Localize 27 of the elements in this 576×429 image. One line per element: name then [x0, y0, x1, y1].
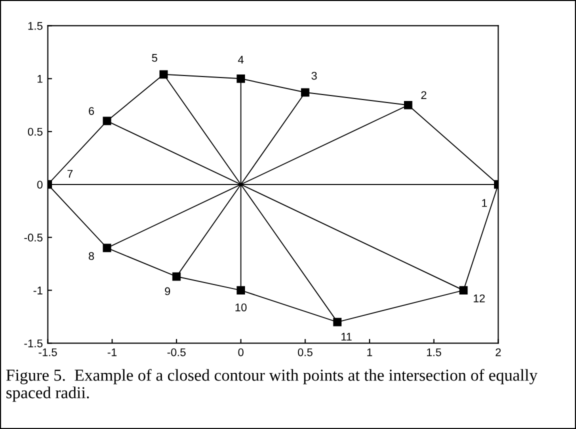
y-tick-label: -1 [34, 286, 42, 294]
caption: Figure 5. Example of a closed contour with points at the intersection of equally spaced radii. [6, 368, 538, 402]
annotation: 8 [88, 252, 94, 260]
x-tick-label: 2 [496, 348, 501, 356]
annotation: 2 [421, 91, 426, 99]
annotation: 1 [482, 199, 487, 207]
y-tick-label: 0.5 [28, 128, 42, 136]
x-tick-label: 0 [238, 348, 244, 356]
x-tick-label: -0.5 [167, 348, 186, 356]
annotation: 7 [68, 170, 73, 178]
y-tick-label: 1 [38, 75, 42, 83]
y-tick-label: -0.5 [24, 234, 42, 242]
x-tick-label: 1.5 [427, 348, 442, 356]
y-tick-label: -1.5 [24, 340, 42, 348]
annotation: 10 [236, 303, 247, 312]
y-tick-label: 1.5 [28, 22, 42, 30]
y-tick-label: 0 [37, 180, 43, 189]
annotation: 9 [164, 287, 170, 296]
annotation: 12 [474, 294, 485, 302]
x-tick-label: 1 [367, 348, 372, 356]
x-tick-label: 0.5 [298, 348, 312, 356]
annotation: 11 [341, 332, 352, 341]
annotation: 3 [312, 72, 317, 80]
x-tick-label: -1 [108, 348, 117, 356]
annotation: 4 [238, 56, 244, 64]
annotation: 6 [88, 107, 94, 115]
annotation: 5 [152, 54, 158, 62]
